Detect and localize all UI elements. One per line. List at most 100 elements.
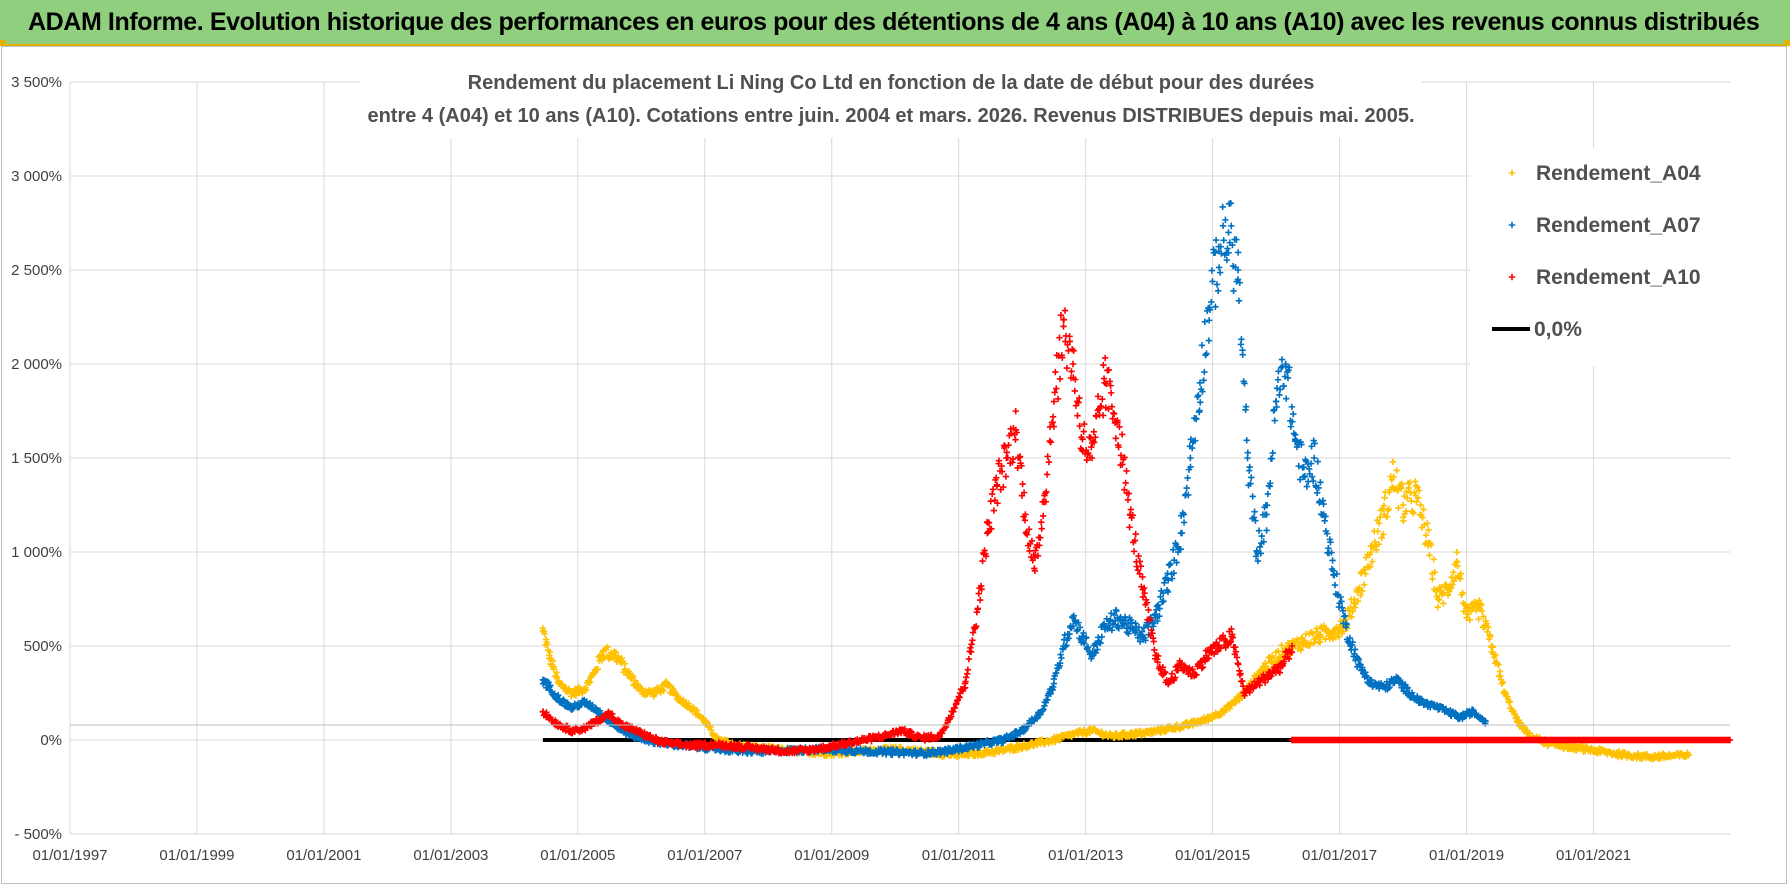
data-point xyxy=(1168,670,1176,677)
y-tick-label: 3 000% xyxy=(11,168,62,185)
data-point xyxy=(1116,423,1123,431)
data-point xyxy=(543,709,550,716)
data-point xyxy=(1201,368,1208,376)
data-point xyxy=(1292,431,1299,439)
data-point xyxy=(998,462,1005,470)
data-point xyxy=(1066,630,1073,638)
data-point xyxy=(961,684,969,691)
data-point xyxy=(1276,669,1284,676)
data-point xyxy=(1459,589,1466,597)
data-point xyxy=(1218,635,1225,642)
data-point xyxy=(1272,398,1280,405)
data-point xyxy=(621,660,629,667)
data-point xyxy=(989,486,997,493)
data-point xyxy=(1132,530,1139,538)
data-point xyxy=(1403,488,1410,495)
series-rendement-a10 xyxy=(539,307,1734,757)
data-point xyxy=(1025,526,1033,533)
data-point xyxy=(550,663,558,671)
data-point xyxy=(1278,642,1285,649)
data-point xyxy=(1062,643,1069,650)
data-point xyxy=(1059,354,1066,361)
data-point xyxy=(1239,351,1246,358)
data-point xyxy=(1431,569,1439,576)
data-point xyxy=(541,630,548,638)
data-point xyxy=(1070,612,1077,619)
data-point xyxy=(1341,612,1349,620)
data-point xyxy=(1317,633,1324,641)
data-point xyxy=(1111,611,1118,619)
data-point xyxy=(1284,374,1292,382)
data-point xyxy=(1269,449,1276,457)
data-point xyxy=(1038,518,1045,526)
data-point xyxy=(1108,403,1116,410)
data-point xyxy=(1228,222,1235,230)
data-point xyxy=(1019,480,1026,488)
data-point xyxy=(1151,646,1158,654)
data-point xyxy=(1156,605,1163,612)
y-tick-label: 2 500% xyxy=(11,262,62,279)
data-point xyxy=(1276,386,1284,393)
data-point xyxy=(1380,531,1387,538)
data-point xyxy=(1073,627,1080,635)
data-point xyxy=(1236,671,1244,679)
data-point xyxy=(1273,385,1281,392)
legend-label: Rendement_A10 xyxy=(1536,266,1701,289)
data-point xyxy=(1288,642,1296,650)
data-point xyxy=(1042,498,1049,505)
data-point xyxy=(984,530,991,537)
data-point xyxy=(1393,467,1400,474)
data-point xyxy=(1003,449,1010,456)
data-point xyxy=(1263,527,1270,534)
data-point xyxy=(1114,419,1121,426)
data-point xyxy=(582,727,589,734)
data-point xyxy=(1368,676,1375,684)
data-point xyxy=(1205,655,1212,662)
banner-corner-left xyxy=(0,40,6,46)
data-point xyxy=(1448,584,1455,592)
x-tick-label: 01/01/2007 xyxy=(667,847,742,864)
data-point xyxy=(1171,674,1179,681)
y-tick-label: - 500% xyxy=(14,826,62,843)
data-point xyxy=(1160,597,1167,605)
data-point xyxy=(1404,494,1411,502)
data-point xyxy=(974,606,981,613)
data-point xyxy=(1289,418,1296,425)
data-point xyxy=(1068,368,1075,375)
data-point xyxy=(1178,659,1186,667)
data-point xyxy=(1084,450,1091,458)
data-point xyxy=(993,481,1001,489)
data-point xyxy=(1359,587,1366,595)
data-point xyxy=(1149,630,1156,637)
data-point xyxy=(1141,589,1148,597)
data-point xyxy=(1307,460,1315,467)
data-point xyxy=(1050,683,1057,691)
data-point xyxy=(553,718,560,726)
data-point xyxy=(1212,236,1220,244)
data-point xyxy=(1375,541,1383,548)
data-point xyxy=(1105,405,1112,413)
data-point xyxy=(1090,428,1098,436)
data-point xyxy=(1084,644,1092,651)
data-point xyxy=(1223,256,1231,264)
data-point xyxy=(554,673,561,681)
data-point xyxy=(1226,705,1233,712)
y-tick-label: 0% xyxy=(40,732,62,749)
data-point xyxy=(1047,438,1055,446)
data-point xyxy=(1372,542,1379,550)
data-point xyxy=(1133,627,1141,634)
data-point xyxy=(1303,483,1311,490)
data-point xyxy=(1243,437,1250,444)
data-point xyxy=(1119,461,1126,468)
data-point xyxy=(1099,395,1106,403)
data-point xyxy=(1197,399,1204,406)
data-point xyxy=(1117,452,1125,459)
data-point xyxy=(1239,682,1247,690)
data-point xyxy=(1008,430,1015,437)
data-point xyxy=(1331,581,1339,589)
data-point xyxy=(988,490,996,498)
data-point xyxy=(1379,505,1386,512)
data-point xyxy=(1031,554,1038,561)
data-point xyxy=(1328,549,1335,556)
data-point xyxy=(1492,651,1499,659)
